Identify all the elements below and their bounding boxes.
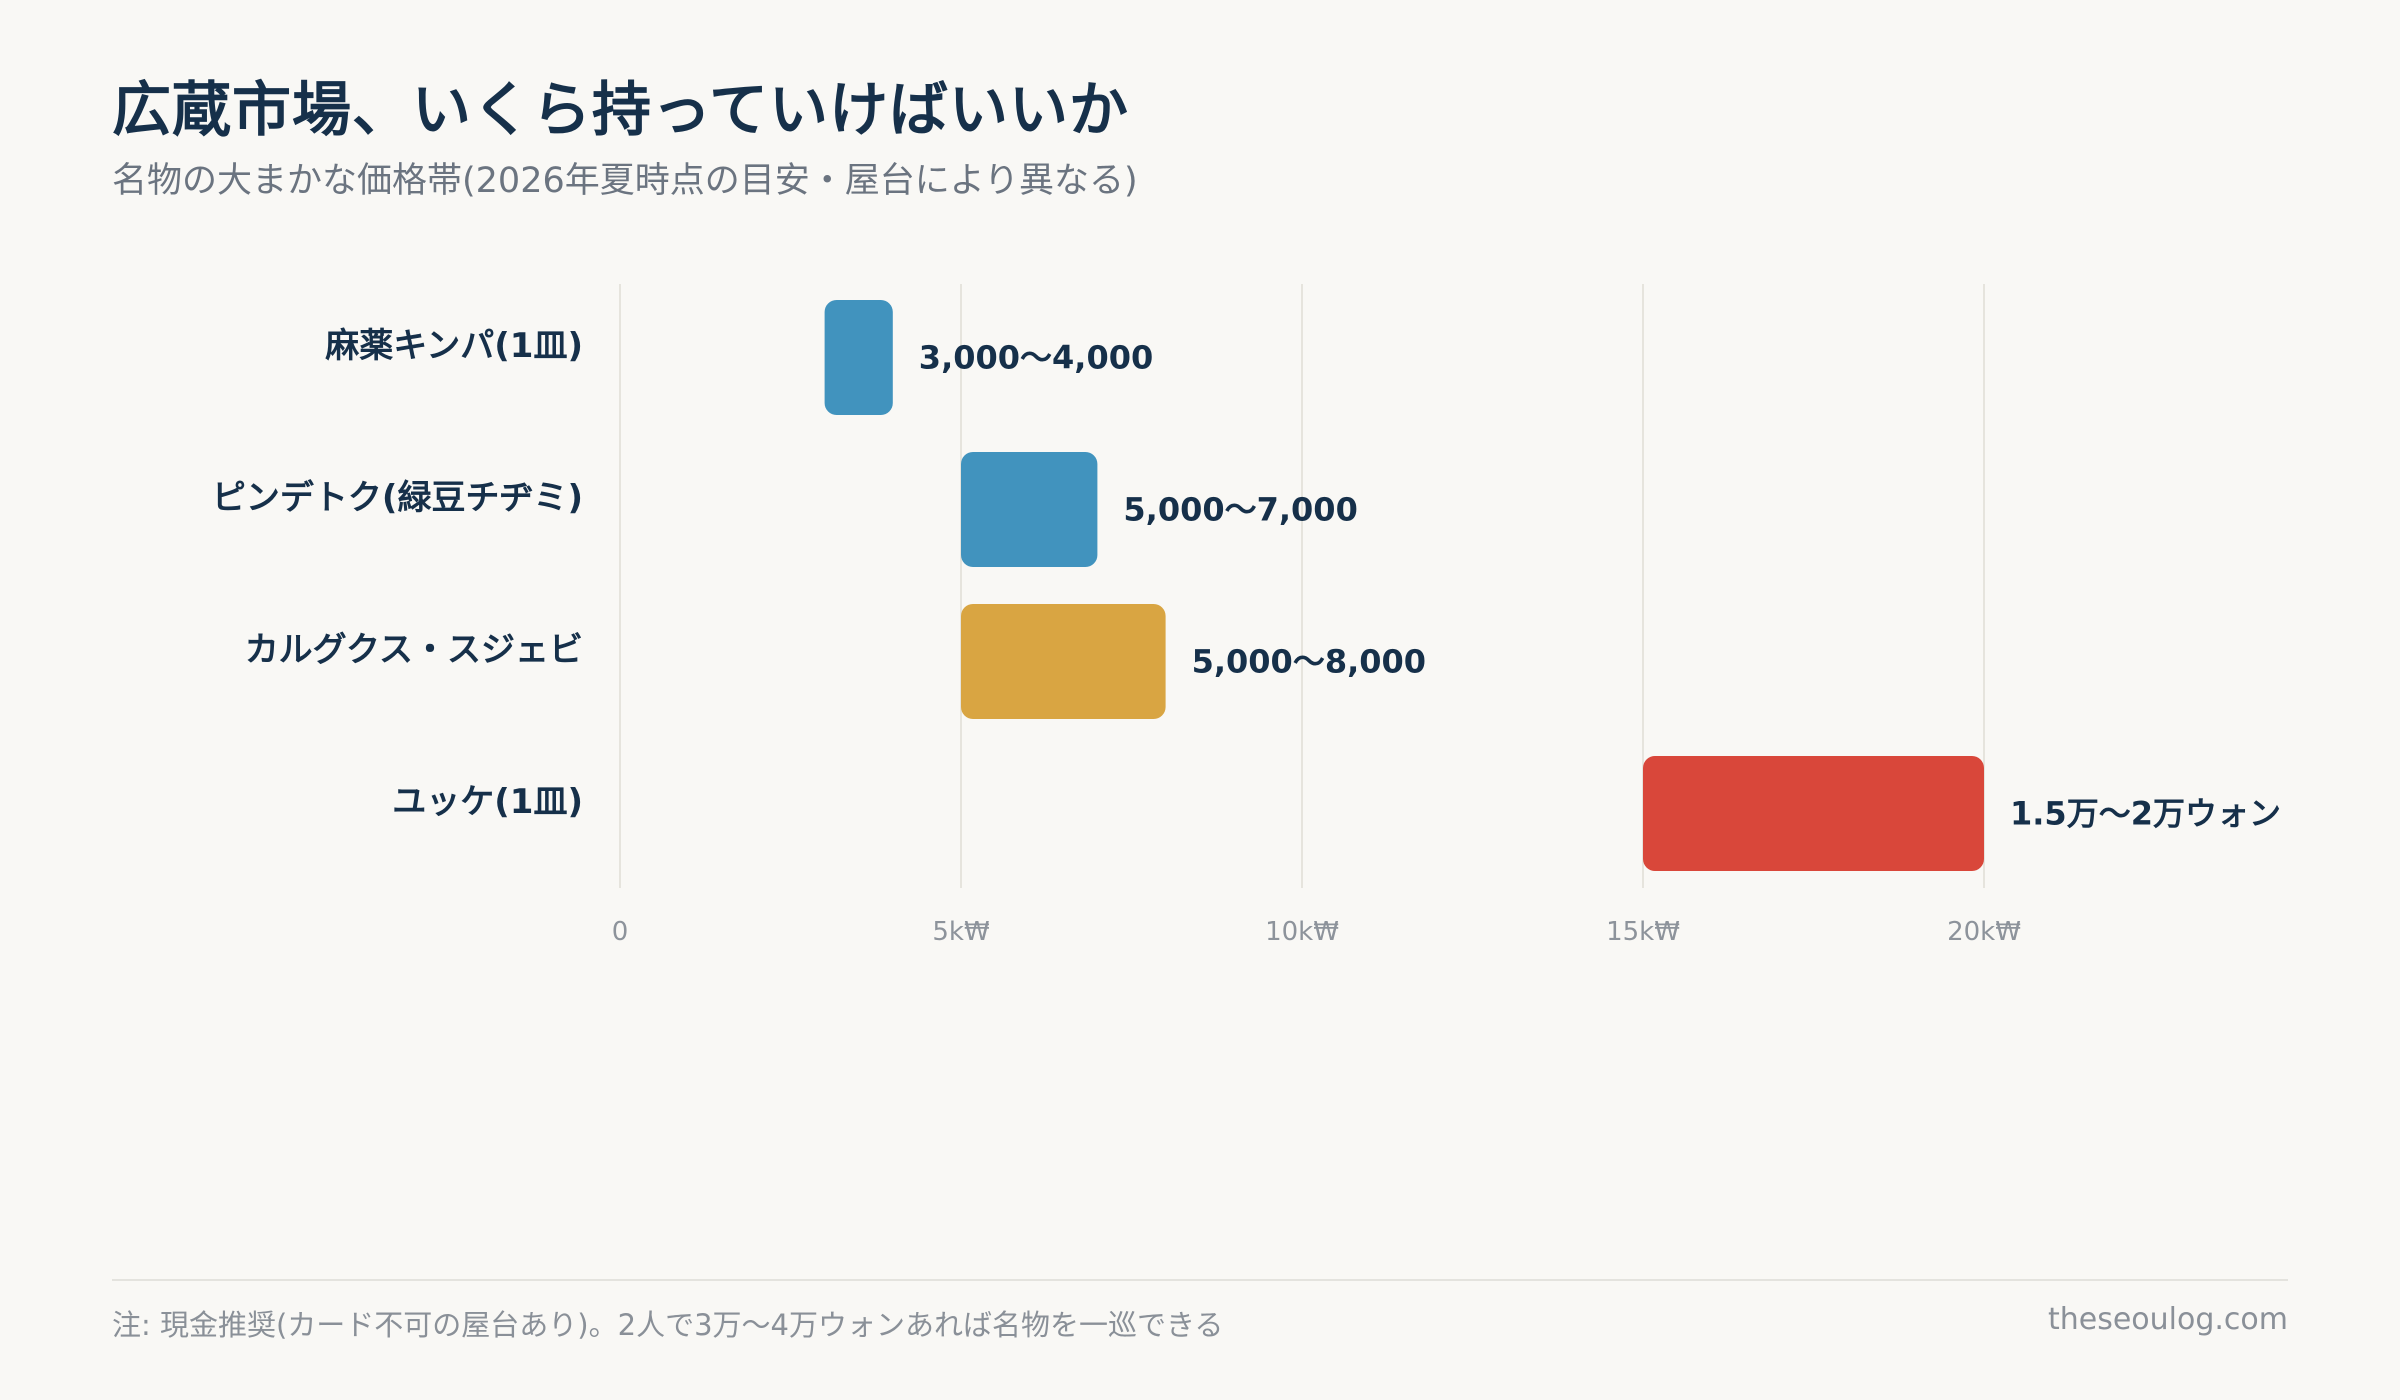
x-tick-label: 20k₩ [1947, 917, 2021, 947]
price-range-chart: 0 5k₩ 10k₩ 15k₩ 20k₩ 麻薬キンパ(1皿) 3,000〜4,000 ピンデ… [212, 284, 2281, 947]
source-credit: theseoulog.com [2047, 1302, 2288, 1337]
x-tick-label: 15k₩ [1606, 917, 1680, 947]
x-tick-label: 0 [612, 917, 629, 947]
range-bar [961, 604, 1166, 719]
range-bar [1643, 756, 1984, 871]
footnote: 注: 現金推奨(カード不可の屋台あり)。2人で3万〜4万ウォンあれば名物を一巡で… [112, 1308, 1224, 1342]
category-label: ピンデトク(緑豆チヂミ) [212, 478, 583, 518]
value-label: 3,000〜4,000 [919, 339, 1153, 377]
chart-title: 広蔵市場、いくら持っていけばいいか [112, 75, 1130, 144]
category-label: カルグクス・スジェビ [245, 630, 583, 670]
labels: 麻薬キンパ(1皿) 3,000〜4,000 ピンデトク(緑豆チヂミ) 5,000〜7,… [212, 326, 2281, 833]
value-label: 5,000〜8,000 [1192, 643, 1426, 681]
footer-divider [112, 1279, 2288, 1281]
range-bar [961, 452, 1098, 567]
category-label: 麻薬キンパ(1皿) [325, 326, 583, 366]
range-bar [824, 300, 893, 415]
value-label: 1.5万〜2万ウォン [2010, 795, 2281, 833]
x-tick-label: 10k₩ [1265, 917, 1339, 947]
category-label: ユッケ(1皿) [392, 782, 583, 822]
bars [824, 300, 1984, 871]
x-tick-label: 5k₩ [932, 917, 989, 947]
chart-subtitle: 名物の大まかな価格帯(2026年夏時点の目安・屋台により異なる) [112, 161, 1138, 201]
value-label: 5,000〜7,000 [1123, 491, 1357, 529]
